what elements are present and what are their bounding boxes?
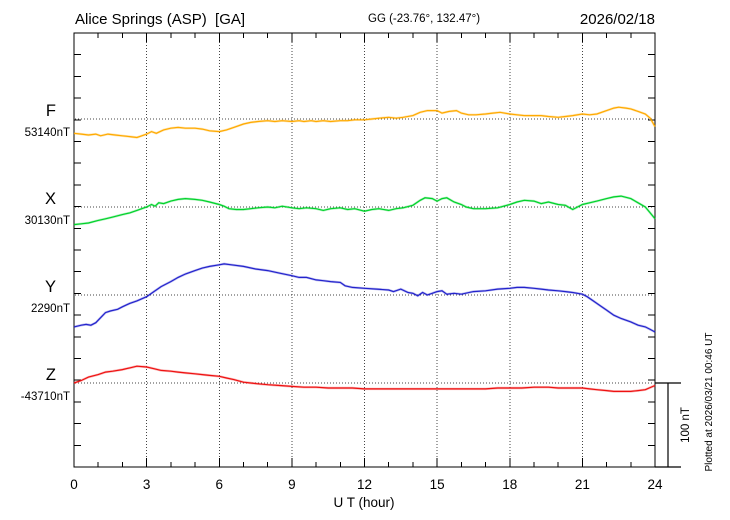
geographic-coords: GG (-23.76°, 132.47°): [368, 13, 480, 25]
channel-baseline-value-Z: -43710nT: [21, 391, 70, 403]
x-tick-label-12: 12: [357, 477, 372, 492]
channel-letter-X: X: [45, 190, 56, 208]
traces: [73, 105, 657, 393]
x-tick-label-18: 18: [502, 477, 517, 492]
channel-letter-Y: Y: [45, 278, 56, 296]
trace-X: [73, 195, 656, 226]
x-tick-label-21: 21: [575, 477, 590, 492]
x-tick-label-24: 24: [647, 477, 663, 492]
channel-letter-F: F: [46, 102, 56, 120]
axis-ticks: [74, 33, 655, 467]
x-tick-label-0: 0: [70, 477, 78, 492]
scale-bar: 100 nT: [655, 382, 692, 468]
trace-Y: [73, 263, 656, 333]
channel-baseline-value-F: 53140nT: [25, 127, 70, 139]
x-axis-label: U T (hour): [333, 495, 394, 510]
x-tick-label-6: 6: [215, 477, 223, 492]
channel-baseline-value-X: 30130nT: [25, 215, 70, 227]
scale-bar-label: 100 nT: [680, 407, 692, 443]
channel-letter-Z: Z: [46, 366, 56, 384]
trace-F: [73, 106, 656, 139]
trace-labels: F 53140nT X 30130nT Y 2290nT Z -43710nT: [21, 102, 70, 403]
plot-date: 2026/02/18: [580, 11, 655, 28]
plotted-at-note: Plotted at 2026/03/21 00:46 UT: [704, 333, 715, 472]
plot-frame: [73, 32, 656, 468]
grid: [75, 36, 654, 466]
x-tick-label-3: 3: [143, 477, 151, 492]
x-tick-label-9: 9: [288, 477, 296, 492]
trace-halo-X: [73, 194, 656, 226]
station-title: Alice Springs (ASP) [GA]: [75, 11, 245, 28]
channel-baseline-value-Y: 2290nT: [31, 303, 70, 315]
x-tick-label-15: 15: [430, 477, 445, 492]
x-tick-labels: 0 3 6 9 12 15 18 21 24: [70, 477, 663, 492]
trace-Z: [73, 365, 656, 392]
